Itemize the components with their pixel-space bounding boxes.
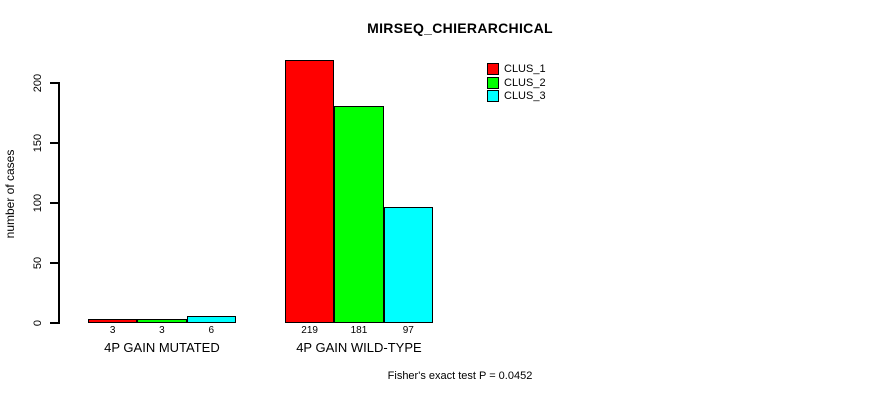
y-axis-line <box>58 82 60 324</box>
legend: CLUS_1 CLUS_2 CLUS_3 <box>487 63 546 104</box>
y-axis-tick <box>50 262 58 264</box>
bar-value-label: 181 <box>350 325 368 336</box>
y-axis-tick-label: 200 <box>32 73 44 93</box>
y-axis-tick <box>50 322 58 324</box>
y-axis-tick-label: 150 <box>32 133 44 153</box>
legend-swatch <box>487 90 499 103</box>
annotation-text: Fisher's exact test P = 0.0452 <box>387 370 533 382</box>
legend-label: CLUS_3 <box>504 90 546 103</box>
y-axis-tick-label: 0 <box>32 319 44 327</box>
category-label: 4P GAIN WILD-TYPE <box>296 340 422 355</box>
bar-value-label: 3 <box>159 325 165 336</box>
bar-clus_2-group2 <box>334 105 384 323</box>
y-axis-tick <box>50 82 58 84</box>
y-axis-tick-label: 100 <box>32 193 44 213</box>
bar-value-label: 3 <box>109 325 116 336</box>
category-label: 4P GAIN MUTATED <box>104 340 220 355</box>
y-axis-tick <box>50 142 58 144</box>
legend-item: CLUS_3 <box>487 90 546 103</box>
legend-item: CLUS_2 <box>487 76 546 89</box>
y-axis-tick-label: 50 <box>32 256 44 270</box>
bar-value-label: 219 <box>301 325 318 336</box>
legend-label: CLUS_2 <box>504 76 546 89</box>
bar-clus_2-group1 <box>137 319 187 323</box>
y-axis-tick <box>50 202 58 204</box>
legend-swatch <box>487 63 499 75</box>
bar-value-label: 97 <box>402 325 414 336</box>
bar-clus_3-group2 <box>383 206 433 323</box>
bar-clus_1-group1 <box>88 319 138 323</box>
legend-swatch <box>487 76 499 89</box>
legend-label: CLUS_1 <box>504 63 546 75</box>
bar-clus_3-group1 <box>186 315 236 323</box>
bar-value-label: 6 <box>208 325 215 336</box>
chart-title: MIRSEQ_CHIERARCHICAL <box>367 20 553 36</box>
bar-clus_1-group2 <box>285 60 335 323</box>
legend-item: CLUS_1 <box>487 63 546 75</box>
